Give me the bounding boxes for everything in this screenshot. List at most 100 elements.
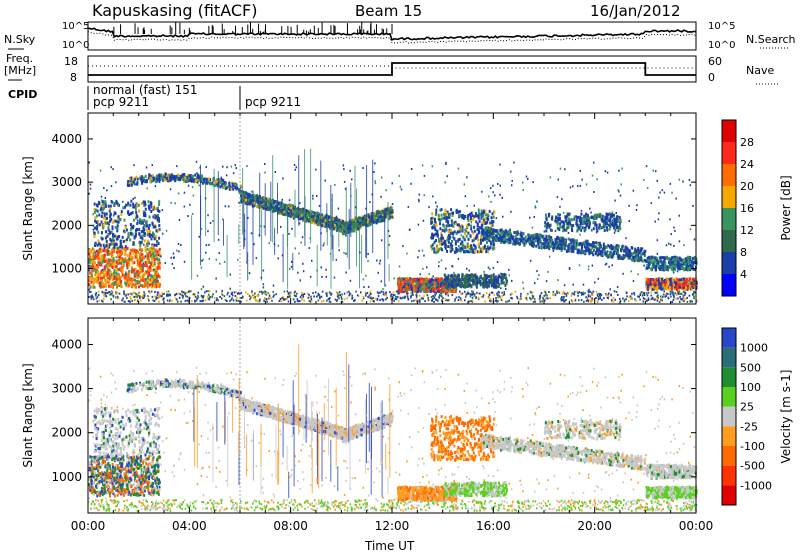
power-cell <box>131 266 134 270</box>
power-cell <box>136 222 139 225</box>
power-cell <box>414 277 417 281</box>
power-cell <box>147 266 150 270</box>
power-cell <box>313 295 315 298</box>
power-cell <box>297 300 300 303</box>
power-cell <box>133 261 136 265</box>
power-cell <box>246 195 249 199</box>
power-cell <box>447 299 450 302</box>
power-cell <box>547 297 549 300</box>
power-cell <box>533 300 536 303</box>
power-cell <box>105 291 108 294</box>
power-cell <box>128 254 131 258</box>
power-cell <box>149 268 152 272</box>
power-cell <box>101 231 103 235</box>
power-cell <box>115 260 118 264</box>
power-cell <box>410 286 413 290</box>
power-cell <box>461 240 464 244</box>
power-cell <box>151 285 154 289</box>
power-cell <box>150 253 153 257</box>
power-cell <box>139 299 142 302</box>
power-cell <box>469 293 472 296</box>
power-cell <box>105 221 107 225</box>
power-cell <box>160 176 163 180</box>
power-cell <box>156 291 159 294</box>
power-cell <box>140 278 143 282</box>
power-cell <box>321 300 323 303</box>
power-cell <box>139 269 142 273</box>
power-cell <box>657 294 659 297</box>
power-cell <box>114 281 117 285</box>
power-cell <box>585 299 588 302</box>
power-cell <box>329 297 331 299</box>
power-cell <box>152 258 155 262</box>
power-cell <box>501 278 504 282</box>
power-cell <box>115 291 117 294</box>
power-cell <box>268 293 271 296</box>
power-cell <box>520 297 522 300</box>
power-cell <box>95 297 98 300</box>
power-cell <box>98 213 101 217</box>
power-cell <box>444 278 447 282</box>
power-cell <box>96 264 98 267</box>
power-cell <box>137 298 139 301</box>
power-cell <box>240 300 242 303</box>
power-cell <box>123 230 126 234</box>
power-cell <box>314 291 317 294</box>
power-cell <box>429 280 432 283</box>
power-cell <box>301 292 303 294</box>
power-cell <box>546 294 548 297</box>
power-cell <box>129 248 132 252</box>
power-cell <box>452 232 455 236</box>
power-cell <box>114 265 117 269</box>
power-cell <box>139 260 142 264</box>
power-cell <box>403 285 405 289</box>
power-cell <box>134 299 136 302</box>
power-cell <box>577 294 579 297</box>
power-cell <box>227 291 229 294</box>
power-cell <box>301 297 304 300</box>
power-cell <box>485 250 488 254</box>
power-cell <box>634 298 636 301</box>
power-cell <box>145 252 148 255</box>
power-cell <box>123 218 126 222</box>
power-cell <box>420 297 423 300</box>
power-cell <box>643 292 646 295</box>
power-cell <box>97 290 100 293</box>
power-cell <box>693 297 695 300</box>
power-cell <box>119 277 122 281</box>
power-cell <box>105 295 108 298</box>
power-cell <box>589 295 592 298</box>
power-cell <box>397 300 400 303</box>
power-cell <box>89 290 91 293</box>
power-cell <box>341 293 343 296</box>
power-cell <box>128 263 131 267</box>
power-cell <box>468 292 470 295</box>
power-cell <box>132 177 134 181</box>
power-cell <box>231 293 233 296</box>
power-cell <box>115 268 118 272</box>
power-cell <box>450 208 453 212</box>
power-cell <box>482 214 485 218</box>
power-cell <box>177 173 180 177</box>
power-cell <box>337 295 339 298</box>
power-cell <box>642 297 645 300</box>
power-cell <box>138 228 141 232</box>
power-cell <box>393 299 395 302</box>
power-cell <box>108 280 111 284</box>
power-cell <box>268 297 270 300</box>
power-cell <box>201 295 204 298</box>
power-cell <box>101 257 103 261</box>
power-cell <box>144 214 147 218</box>
power-cell <box>254 197 257 200</box>
power-cell <box>113 262 116 266</box>
power-cell <box>371 297 373 300</box>
power-cell <box>490 274 493 278</box>
power-cell <box>484 217 487 221</box>
power-cell <box>596 300 599 302</box>
power-cell <box>147 226 150 230</box>
power-cell <box>375 211 378 215</box>
power-cell <box>143 296 145 299</box>
power-cell <box>120 279 123 283</box>
power-cell <box>90 295 92 298</box>
power-cell <box>282 296 285 299</box>
